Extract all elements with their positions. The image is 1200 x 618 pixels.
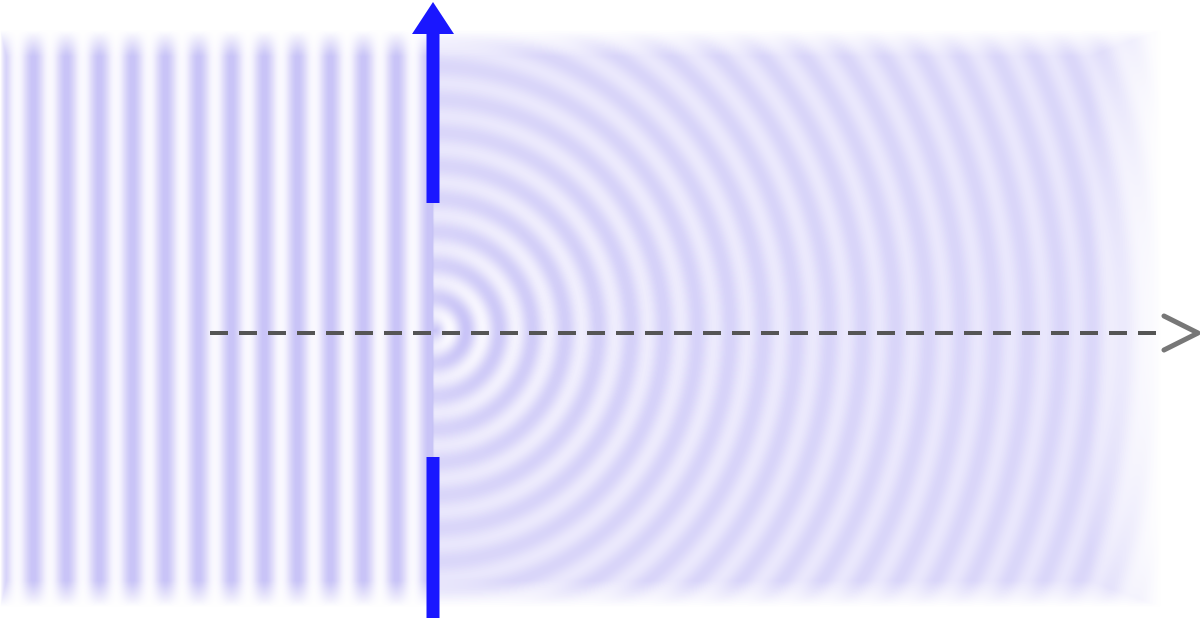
wave-diffraction-figure: Wave Diffraction Through a Single Slit P… [0,0,1200,618]
wave-intensity-field [0,0,1200,618]
